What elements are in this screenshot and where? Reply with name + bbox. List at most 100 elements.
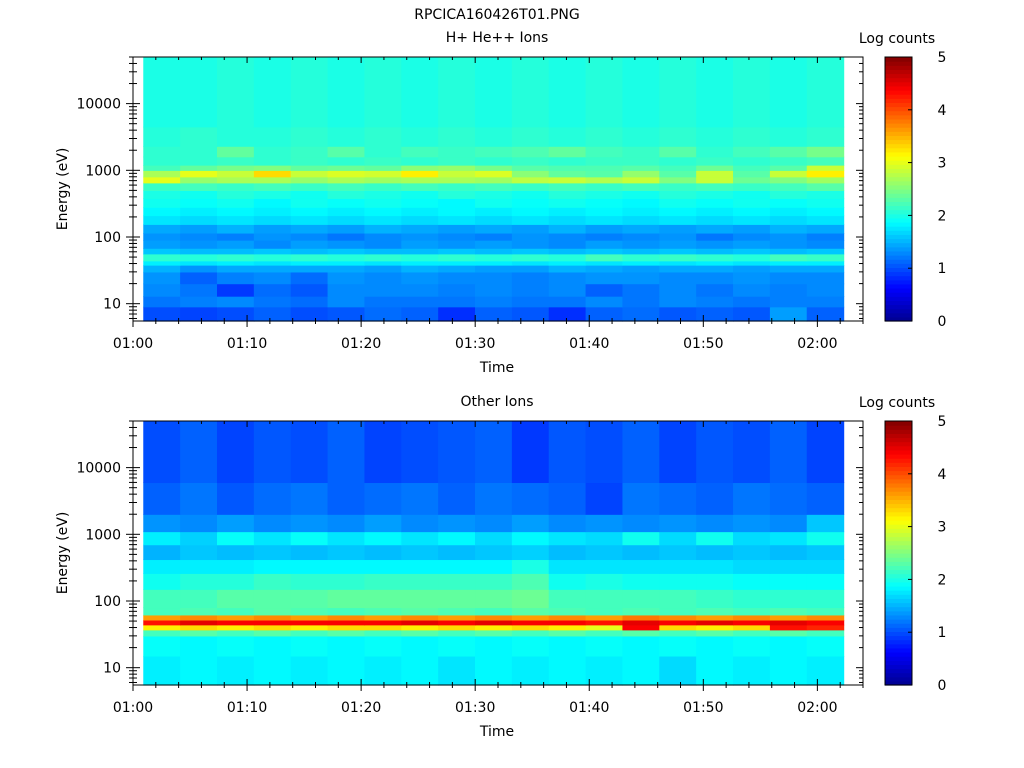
heatmap-cell (475, 190, 513, 199)
heatmap-cell (290, 559, 329, 574)
colorbar-swatch (885, 656, 912, 661)
heatmap-cell (143, 306, 181, 322)
colorbar-swatch (885, 238, 912, 244)
heatmap-cell (364, 240, 402, 249)
heatmap-cell (585, 265, 624, 273)
heatmap-cell (548, 156, 587, 166)
heatmap-cell (401, 232, 439, 241)
heatmap-cell (364, 176, 402, 184)
heatmap-cell (253, 165, 292, 171)
colorbar-swatch (885, 205, 912, 211)
heatmap-cell (364, 126, 402, 147)
heatmap-cell (216, 296, 255, 308)
heatmap-cell (180, 531, 218, 546)
heatmap-cell (733, 573, 771, 590)
heatmap-cell (253, 482, 292, 515)
colorbar-swatch (885, 222, 912, 227)
heatmap-cell (364, 57, 402, 128)
heatmap-cell (253, 283, 292, 297)
colorbar-swatch (885, 429, 912, 434)
heatmap-cell (769, 559, 808, 574)
heatmap-cell (438, 655, 476, 686)
heatmap-cell (327, 260, 366, 266)
heatmap-cell (548, 253, 587, 262)
colorbar-swatch (885, 573, 912, 579)
colorbar-swatch (885, 255, 912, 260)
heatmap-cell (733, 306, 771, 322)
heatmap-cell (290, 283, 329, 297)
colorbar-tick-label: 2 (938, 572, 947, 588)
heatmap-cell (143, 126, 181, 147)
heatmap-cell (143, 283, 181, 297)
heatmap-cell (327, 170, 366, 178)
x-tick-label: 01:40 (569, 700, 609, 716)
heatmap-cell (143, 165, 181, 171)
colorbar-swatch (885, 598, 912, 604)
heatmap-cell (548, 624, 587, 631)
heatmap-cell (327, 176, 366, 184)
heatmap-cell (511, 283, 550, 297)
heatmap-cell (290, 165, 329, 171)
heatmap-cell (290, 296, 329, 308)
heatmap-cell (401, 126, 439, 147)
heatmap-cell (438, 215, 476, 225)
heatmap-cell (143, 607, 181, 616)
heatmap-cell (143, 156, 181, 166)
colorbar-swatch (885, 296, 912, 301)
heatmap-cell (622, 655, 660, 686)
heatmap-cell (216, 176, 255, 184)
heatmap-cell (622, 589, 660, 609)
heatmap-cell (585, 655, 624, 686)
heatmap-cell (475, 514, 513, 533)
heatmap-cell (696, 544, 734, 561)
heatmap-cell (475, 635, 513, 657)
colorbar-swatch (885, 532, 912, 538)
colorbar-swatch (885, 672, 912, 678)
colorbar-swatch (885, 263, 912, 268)
heatmap-cell (364, 482, 402, 515)
heatmap-cell (511, 165, 550, 171)
colorbar-swatch (885, 627, 912, 632)
heatmap-cell (585, 624, 624, 631)
heatmap-cell (143, 614, 181, 621)
heatmap-cell (475, 170, 513, 178)
heatmap-cell (327, 182, 366, 191)
heatmap-cell (696, 190, 734, 199)
heatmap-cell (253, 232, 292, 241)
heatmap-cell (253, 589, 292, 609)
heatmap-cell (622, 170, 660, 178)
heatmap-cell (327, 271, 366, 285)
colorbar-swatch (885, 246, 912, 252)
colorbar-swatch (885, 491, 912, 496)
colorbar-swatch (885, 65, 912, 70)
heatmap-cell (290, 573, 329, 590)
heatmap-cell (143, 253, 181, 262)
colorbar-swatch (885, 259, 912, 264)
heatmap-cell (548, 482, 587, 515)
heatmap-cell (253, 655, 292, 686)
heatmap-cell (511, 240, 550, 249)
heatmap-cell (622, 283, 660, 297)
heatmap-cell (327, 482, 366, 515)
heatmap-cell (733, 165, 771, 171)
heatmap-cell (216, 126, 255, 147)
colorbar-swatch (885, 197, 912, 202)
heatmap-cell (216, 190, 255, 199)
colorbar-swatch (885, 201, 912, 207)
heatmap-cell (180, 170, 218, 178)
colorbar-swatch (885, 189, 912, 194)
heatmap-cell (475, 607, 513, 616)
heatmap-cell (401, 629, 439, 637)
heatmap-cell (585, 190, 624, 199)
y-tick-label: 10 (103, 297, 121, 313)
heatmap-cell (769, 573, 808, 590)
heatmap-cell (143, 421, 181, 484)
colorbar-swatch (885, 168, 912, 174)
heatmap-cell (806, 559, 845, 574)
heatmap-cell (438, 607, 476, 616)
colorbar-swatch (885, 520, 912, 525)
colorbar-swatch (885, 503, 912, 509)
heatmap-cell (659, 126, 697, 147)
colorbar-swatch (885, 98, 912, 103)
heatmap-cell (364, 207, 402, 217)
